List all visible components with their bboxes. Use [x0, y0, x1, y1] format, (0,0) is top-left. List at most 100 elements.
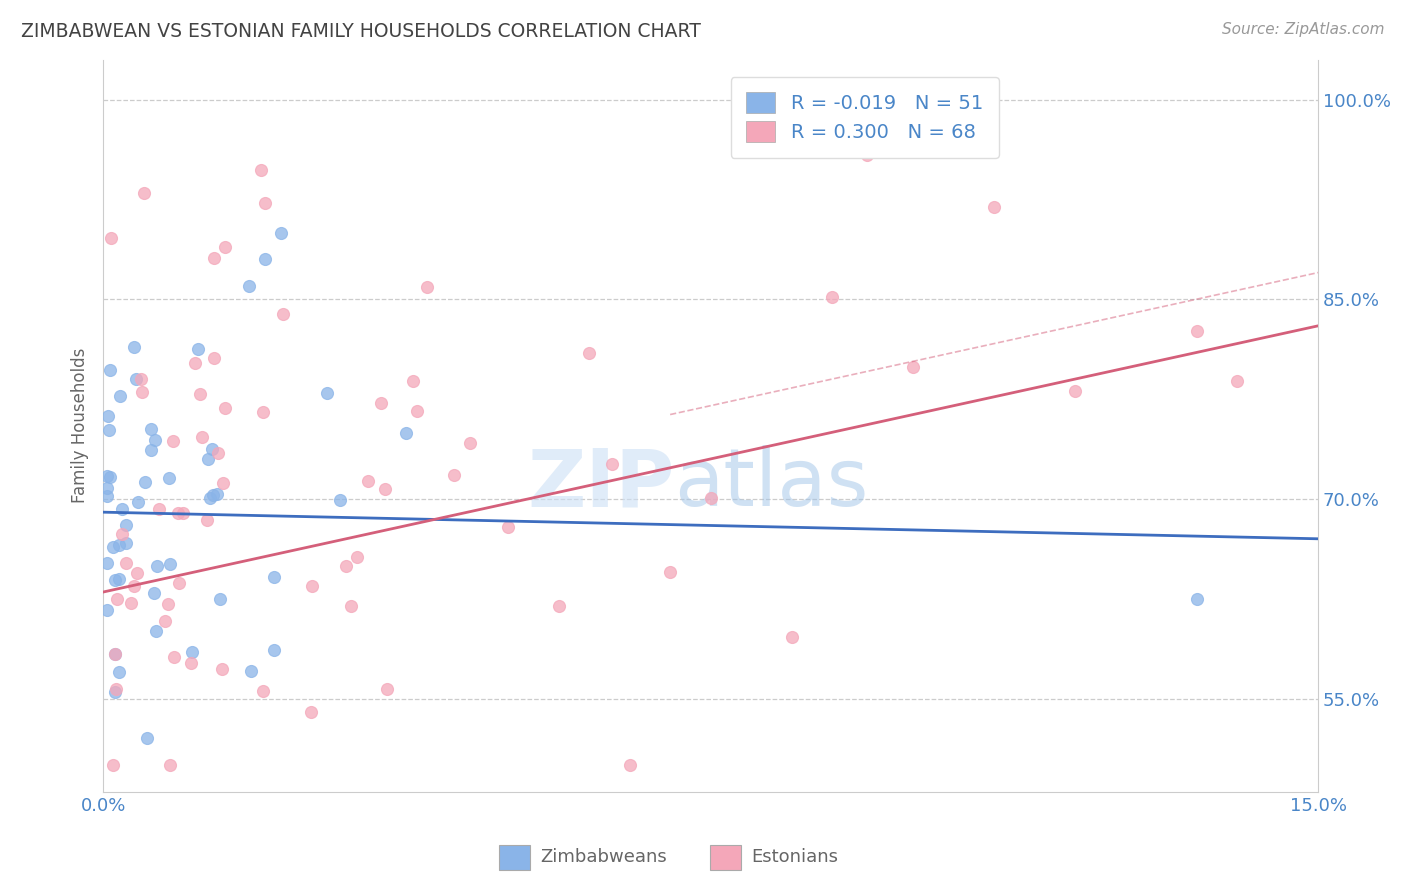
Point	[263, 570, 285, 584]
Point	[443, 467, 465, 482]
Point	[107, 572, 129, 586]
Point	[270, 226, 292, 240]
Point	[214, 401, 236, 415]
Point	[104, 647, 127, 661]
Point	[659, 566, 682, 580]
Point	[159, 758, 181, 772]
Point	[315, 385, 337, 400]
Point	[416, 280, 439, 294]
Point	[339, 599, 361, 613]
Point	[374, 482, 396, 496]
Point	[141, 422, 163, 436]
Point	[98, 363, 121, 377]
Point	[96, 490, 118, 504]
Point	[167, 506, 190, 520]
Point	[1185, 324, 1208, 338]
Point	[202, 351, 225, 365]
Point	[134, 475, 156, 490]
Point	[104, 573, 127, 587]
Point	[1226, 374, 1249, 388]
Point	[201, 488, 224, 502]
Point	[406, 403, 429, 417]
Point	[115, 518, 138, 533]
Point	[131, 384, 153, 399]
Point	[108, 538, 131, 552]
Point	[197, 451, 219, 466]
Point	[602, 457, 624, 471]
Text: ZIP: ZIP	[527, 445, 675, 524]
Point	[250, 163, 273, 178]
Point	[100, 231, 122, 245]
Y-axis label: Family Households: Family Households	[72, 348, 89, 503]
Point	[111, 501, 134, 516]
Point	[111, 526, 134, 541]
Point	[104, 685, 127, 699]
Point	[141, 443, 163, 458]
Point	[115, 556, 138, 570]
Point	[96, 481, 118, 495]
Point	[127, 494, 149, 508]
Text: ZIMBABWEAN VS ESTONIAN FAMILY HOUSEHOLDS CORRELATION CHART: ZIMBABWEAN VS ESTONIAN FAMILY HOUSEHOLDS…	[21, 22, 702, 41]
Point	[496, 520, 519, 534]
Point	[780, 630, 803, 644]
Point	[187, 343, 209, 357]
Point	[201, 442, 224, 456]
Point	[153, 614, 176, 628]
Point	[195, 513, 218, 527]
Point	[172, 506, 194, 520]
Point	[142, 586, 165, 600]
Point	[96, 556, 118, 570]
Point	[96, 469, 118, 483]
Point	[208, 592, 231, 607]
Point	[328, 492, 350, 507]
Point	[104, 647, 127, 661]
Point	[207, 446, 229, 460]
Point	[263, 643, 285, 657]
Text: atlas: atlas	[675, 445, 869, 524]
Point	[357, 474, 380, 488]
Point	[205, 487, 228, 501]
Point	[188, 387, 211, 401]
Point	[107, 665, 129, 679]
Point	[202, 251, 225, 265]
Point	[184, 356, 207, 370]
Point	[211, 476, 233, 491]
Point	[346, 549, 368, 564]
Text: Estonians: Estonians	[751, 848, 838, 866]
Point	[335, 558, 357, 573]
Point	[114, 535, 136, 549]
Point	[370, 396, 392, 410]
Text: Source: ZipAtlas.com: Source: ZipAtlas.com	[1222, 22, 1385, 37]
Point	[375, 681, 398, 696]
Point	[162, 434, 184, 448]
Point	[156, 598, 179, 612]
Point	[214, 240, 236, 254]
Point	[120, 596, 142, 610]
Point	[240, 664, 263, 678]
Point	[163, 649, 186, 664]
Point	[125, 372, 148, 386]
Point	[1185, 591, 1208, 606]
Point	[122, 578, 145, 592]
Point	[856, 148, 879, 162]
Point	[254, 252, 277, 267]
Point	[105, 682, 128, 697]
Point	[271, 307, 294, 321]
Point	[146, 558, 169, 573]
Point	[1064, 384, 1087, 398]
Point	[619, 758, 641, 772]
Point	[96, 603, 118, 617]
Point	[402, 374, 425, 388]
Point	[252, 405, 274, 419]
Point	[238, 278, 260, 293]
Point	[299, 705, 322, 719]
Point	[129, 372, 152, 386]
Point	[98, 470, 121, 484]
Point	[167, 576, 190, 591]
Point	[191, 430, 214, 444]
Point	[145, 624, 167, 638]
Point	[98, 423, 121, 437]
Point	[301, 579, 323, 593]
Point	[122, 340, 145, 354]
Point	[211, 662, 233, 676]
